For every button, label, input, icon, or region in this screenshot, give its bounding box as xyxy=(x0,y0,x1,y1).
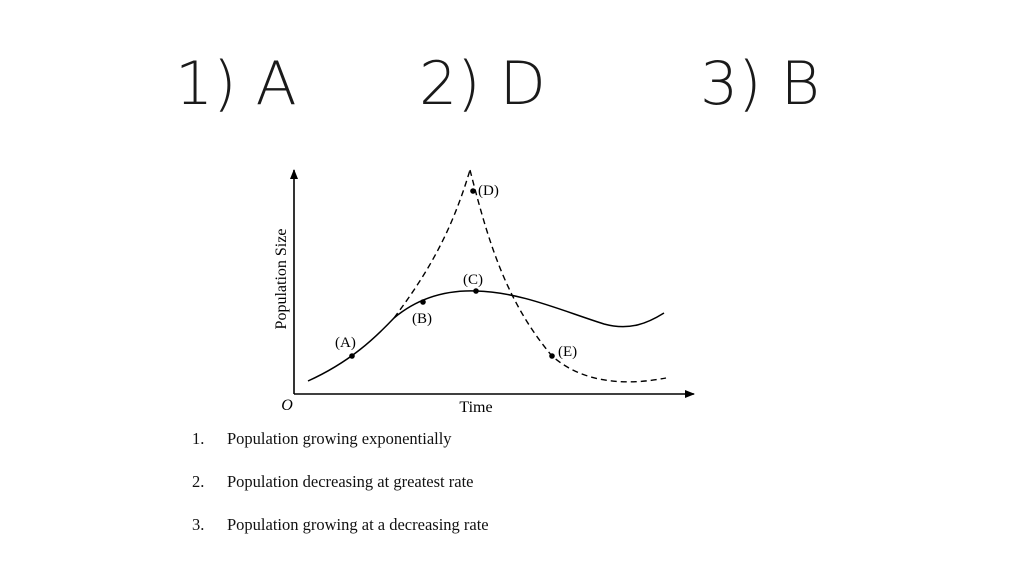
answer-3: 3) B xyxy=(700,49,820,119)
answer-2: 2) D xyxy=(419,49,546,119)
answer-1: 1) A xyxy=(175,49,297,119)
point-b xyxy=(420,299,426,305)
dashed-growth-curve xyxy=(393,169,471,319)
statement-text: Population decreasing at greatest rate xyxy=(227,472,474,491)
statement-number: 3. xyxy=(192,515,205,534)
point-b-label: (B) xyxy=(412,311,432,327)
statement-number: 2. xyxy=(192,472,205,491)
origin-label: O xyxy=(281,397,293,414)
point-a xyxy=(349,353,355,359)
point-e xyxy=(549,353,555,359)
point-c xyxy=(473,288,479,294)
statement-number: 1. xyxy=(192,429,205,448)
dashed-decline-curve xyxy=(469,169,667,383)
point-c-label: (C) xyxy=(463,272,483,288)
x-axis-label: Time xyxy=(459,399,492,416)
solid-population-curve xyxy=(307,290,665,382)
statement-text: Population growing exponentially xyxy=(227,429,452,448)
statement-text: Population growing at a decreasing rate xyxy=(227,515,489,534)
point-a-label: (A) xyxy=(335,335,356,351)
point-d-label: (D) xyxy=(478,183,499,199)
y-axis-label: Population Size xyxy=(273,229,290,330)
point-e-label: (E) xyxy=(558,344,577,360)
point-d xyxy=(470,188,476,194)
